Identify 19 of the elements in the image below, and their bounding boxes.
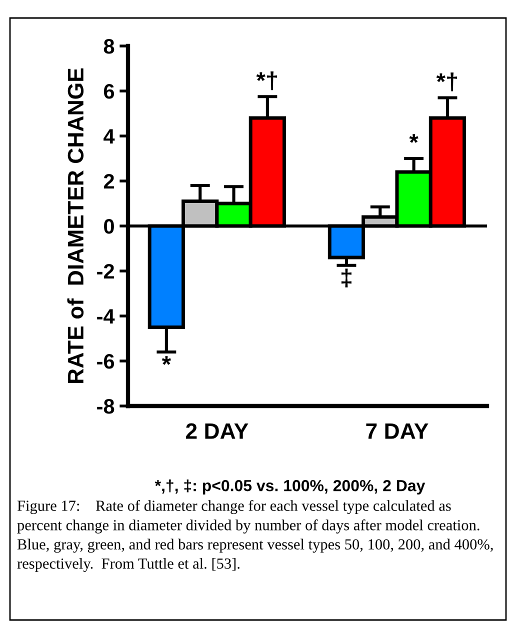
y-tick-label: 4	[104, 129, 115, 144]
data-label: *	[162, 356, 172, 365]
y-axis-title: RATE of DIAMETER CHANGE	[67, 68, 84, 383]
x-tick-label: 2 DAY	[186, 423, 248, 439]
x-tick-label: 7 DAY	[366, 423, 428, 439]
y-tick-label: -2	[97, 264, 114, 279]
y-tick-label: -6	[97, 354, 114, 369]
text: *,†, ‡: p<0.05 vs. 100%, 200%, 2 Day	[154, 480, 426, 494]
y-tick-label: -8	[97, 399, 114, 414]
data-label: *†	[436, 72, 458, 92]
data-label: *	[409, 134, 418, 143]
y-tick-label: -4	[97, 309, 115, 324]
data-label: ‡	[341, 268, 352, 288]
data-label: *†	[256, 71, 278, 90]
y-tick-label: 0	[104, 219, 114, 234]
y-tick-label: 2	[104, 174, 114, 189]
y-tick-label: 8	[104, 39, 114, 54]
y-tick-label: 6	[104, 84, 114, 99]
caption: Figure 17: Rate of diameter change for each vessel type calculated as percent change in diameter divided by number of days after model creation. Blue, gray, green, and red bars represent vessel types 50, 100, 200, and 400%, respectively. From Tuttle et al. [53].	[17, 500, 493, 572]
